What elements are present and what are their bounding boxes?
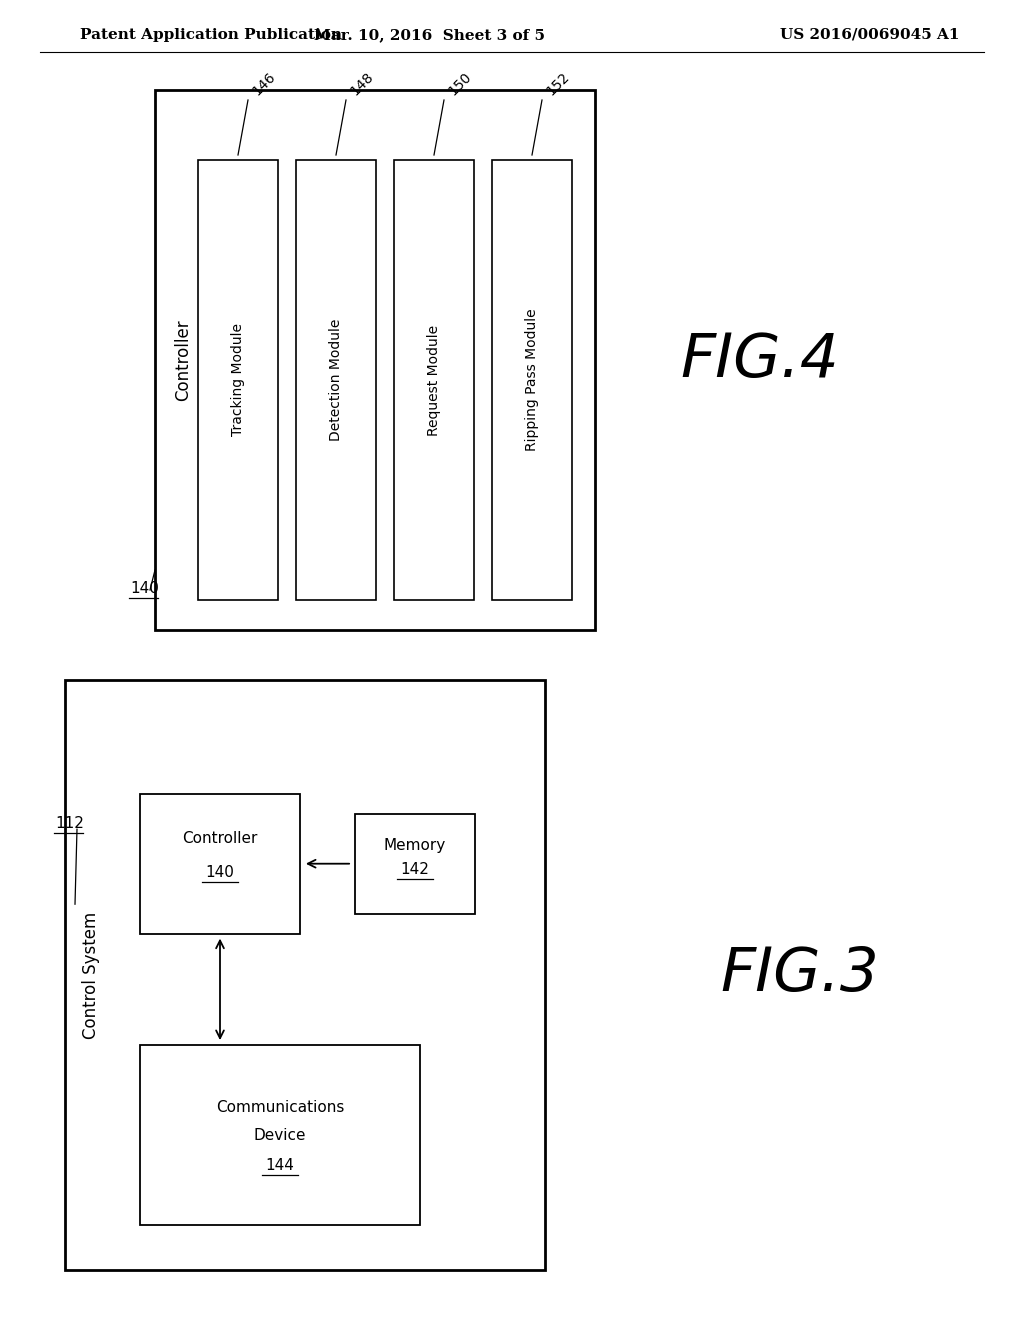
Text: US 2016/0069045 A1: US 2016/0069045 A1	[780, 28, 961, 42]
Text: FIG.3: FIG.3	[721, 945, 880, 1005]
Text: 152: 152	[544, 70, 572, 98]
Bar	[155, 90, 595, 630]
Text: 142: 142	[400, 862, 429, 876]
Text: 144: 144	[265, 1159, 295, 1173]
Text: 140: 140	[206, 865, 234, 879]
Bar	[198, 160, 278, 601]
Text: Control System: Control System	[82, 911, 100, 1039]
Bar	[140, 1045, 420, 1225]
Bar	[394, 160, 474, 601]
Text: Controller: Controller	[174, 319, 193, 401]
Text: FIG.4: FIG.4	[681, 330, 840, 389]
Text: Patent Application Publication: Patent Application Publication	[80, 28, 342, 42]
Text: Communications: Communications	[216, 1101, 344, 1115]
Text: Controller: Controller	[182, 832, 258, 846]
Text: Tracking Module: Tracking Module	[231, 323, 245, 437]
Text: Memory: Memory	[384, 838, 446, 853]
Bar	[140, 793, 300, 933]
Bar	[296, 160, 376, 601]
Text: Ripping Pass Module: Ripping Pass Module	[525, 309, 539, 451]
Text: 112: 112	[55, 816, 84, 832]
Text: Device: Device	[254, 1127, 306, 1143]
Text: 150: 150	[446, 70, 474, 98]
Text: 148: 148	[348, 70, 377, 98]
Text: Request Module: Request Module	[427, 325, 441, 436]
Bar	[355, 813, 475, 913]
Text: Detection Module: Detection Module	[329, 319, 343, 441]
Text: 146: 146	[250, 70, 279, 98]
Text: 140: 140	[130, 581, 159, 597]
Bar	[492, 160, 572, 601]
Bar	[65, 680, 545, 1270]
Text: Mar. 10, 2016  Sheet 3 of 5: Mar. 10, 2016 Sheet 3 of 5	[314, 28, 546, 42]
